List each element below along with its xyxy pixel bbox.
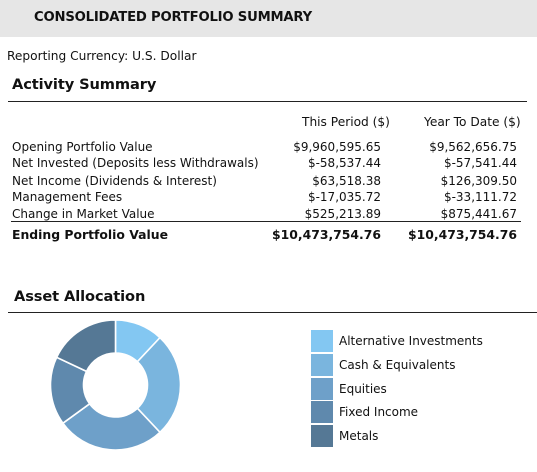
ending-portfolio-value-label: Ending Portfolio Value — [12, 227, 169, 242]
alternative-investments-swatch — [311, 330, 333, 352]
year-to-date-column-header: Year To Date ($) — [424, 115, 521, 129]
this-period-column-header: This Period ($) — [302, 115, 390, 129]
asset-allocation-legend: Alternative Investments Cash & Equivalen… — [311, 330, 501, 448]
net-invested-this-period: $-58,537.44 — [307, 156, 381, 170]
activity-summary-divider — [8, 101, 527, 102]
summary-title: CONSOLIDATED PORTFOLIO SUMMARY — [34, 10, 313, 25]
metals-label: Metals — [339, 429, 379, 443]
donut-slice-metals — [55, 319, 117, 373]
donut-slice-equities — [61, 402, 162, 451]
alternative-investments-label: Alternative Investments — [339, 334, 483, 348]
asset-allocation-title: Asset Allocation — [14, 288, 146, 305]
opening-portfolio-value-this-period: $9,960,595.65 — [293, 140, 381, 154]
legend-item-cash-and-equivalents: Cash & Equivalents — [311, 354, 501, 376]
legend-item-metals: Metals — [311, 425, 501, 447]
net-income-this-period: $63,518.38 — [312, 174, 381, 188]
net-invested-label: Net Invested (Deposits less Withdrawals) — [12, 156, 259, 170]
management-fees-year-to-date: $-33,111.72 — [443, 190, 517, 204]
legend-item-alternative-investments: Alternative Investments — [311, 330, 501, 352]
legend-item-equities: Equities — [311, 378, 501, 400]
ending-portfolio-value-year-to-date: $10,473,754.76 — [408, 227, 517, 242]
net-income-year-to-date: $126,309.50 — [440, 174, 517, 188]
activity-summary-row: Net Invested (Deposits less Withdrawals)… — [12, 155, 522, 172]
equities-label: Equities — [339, 382, 387, 396]
opening-portfolio-value-label: Opening Portfolio Value — [12, 140, 153, 154]
equities-swatch — [311, 378, 333, 400]
fixed-income-label: Fixed Income — [339, 405, 419, 419]
summary-header-bar: CONSOLIDATED PORTFOLIO SUMMARY — [0, 0, 537, 37]
management-fees-label: Management Fees — [12, 190, 123, 204]
fixed-income-swatch — [311, 401, 333, 423]
activity-summary-title: Activity Summary — [12, 76, 157, 93]
activity-summary-row: Net Income (Dividends & Interest) $63,51… — [12, 173, 522, 190]
net-invested-year-to-date: $-57,541.44 — [443, 156, 517, 170]
asset-allocation-donut-chart — [49, 319, 182, 451]
cash-and-equivalents-label: Cash & Equivalents — [339, 358, 456, 372]
activity-summary-row: Change in Market Value $525,213.89 $875,… — [12, 206, 522, 223]
ending-value-divider — [11, 221, 521, 222]
change-in-market-value-year-to-date: $875,441.67 — [440, 207, 517, 221]
change-in-market-value-label: Change in Market Value — [12, 207, 155, 221]
ending-portfolio-value-this-period: $10,473,754.76 — [272, 227, 381, 242]
cash-and-equivalents-swatch — [311, 354, 333, 376]
ending-portfolio-value-row: Ending Portfolio Value $10,473,754.76 $1… — [12, 226, 522, 243]
legend-item-fixed-income: Fixed Income — [311, 401, 501, 423]
activity-summary-row: Opening Portfolio Value $9,960,595.65 $9… — [12, 139, 522, 156]
net-income-label: Net Income (Dividends & Interest) — [12, 174, 217, 188]
activity-summary-row: Management Fees $-17,035.72 $-33,111.72 — [12, 189, 522, 206]
asset-allocation-divider — [8, 312, 537, 313]
reporting-currency-text: Reporting Currency: U.S. Dollar — [7, 49, 197, 63]
management-fees-this-period: $-17,035.72 — [307, 190, 381, 204]
opening-portfolio-value-year-to-date: $9,562,656.75 — [429, 140, 517, 154]
change-in-market-value-this-period: $525,213.89 — [304, 207, 381, 221]
metals-swatch — [311, 425, 333, 447]
